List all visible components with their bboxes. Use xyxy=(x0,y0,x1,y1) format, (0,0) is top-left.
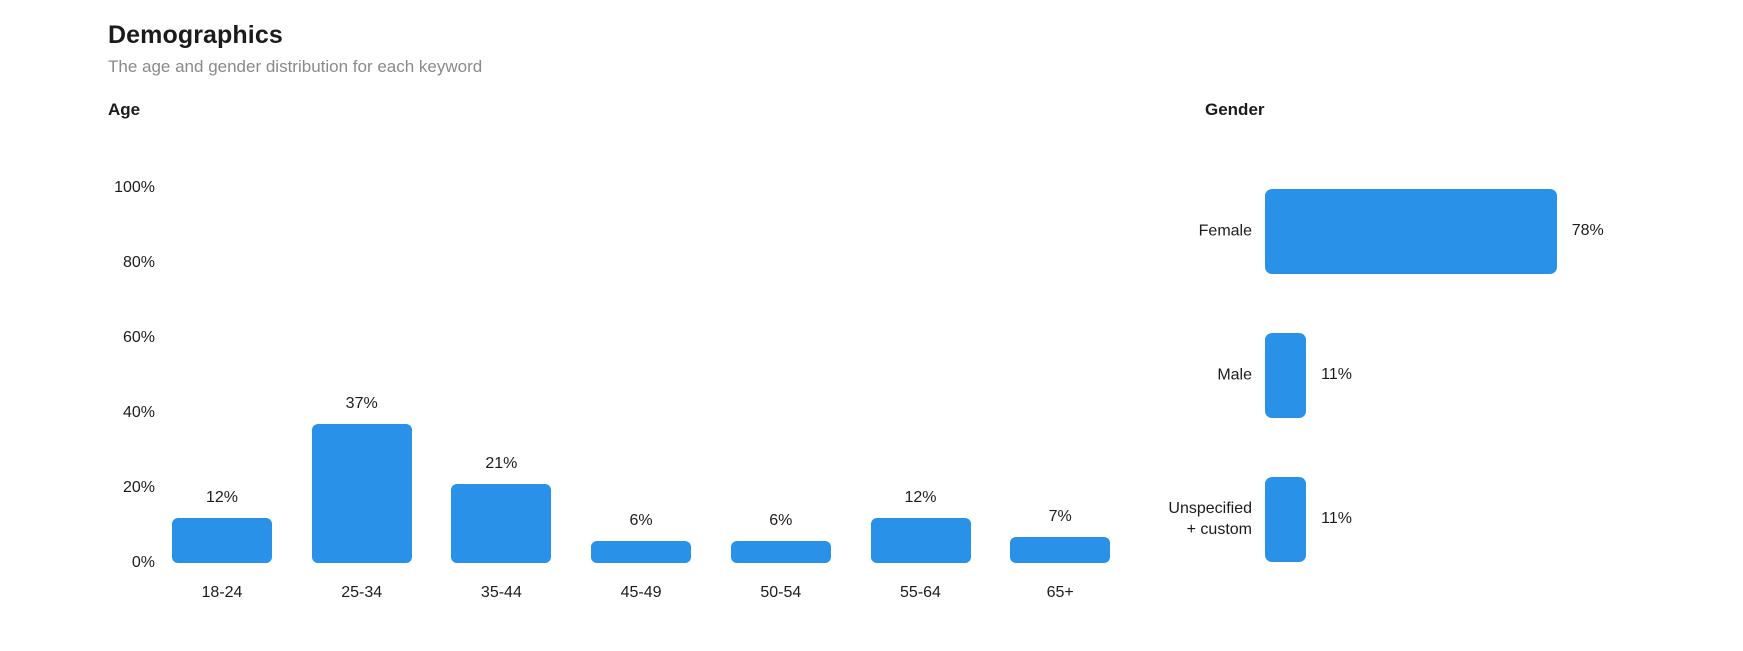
age-y-tick-0: 0% xyxy=(131,554,155,571)
age-x-label-50-54: 50-54 xyxy=(760,584,802,601)
age-bar-value-65: 7% xyxy=(1048,507,1072,525)
age-bar-value-50-54: 6% xyxy=(769,511,793,529)
age-y-tick-100: 100% xyxy=(114,179,155,196)
page-title: Demographics xyxy=(108,21,283,49)
age-bar-value-35-44: 21% xyxy=(485,455,518,473)
gender-row-label-unspecified-custom: Unspecified + custom xyxy=(1168,500,1252,538)
age-chart: 100% 80% 60% 40% 20% 0% 12% 18-24 37% 25-34 21% 35-… xyxy=(108,170,1118,630)
age-bar-35-44 xyxy=(451,484,552,563)
age-bar-65 xyxy=(1010,536,1111,563)
gender-row-label-female: Female xyxy=(1198,222,1252,240)
age-bar-25-34 xyxy=(311,424,412,563)
age-bar-45-49 xyxy=(591,540,692,563)
age-bar-18-24 xyxy=(172,518,272,563)
age-bar-value-25-34: 37% xyxy=(345,395,378,413)
age-chart-title: Age xyxy=(108,100,141,119)
age-bar-value-55-64: 12% xyxy=(904,489,937,506)
age-x-label-35-44: 35-44 xyxy=(480,584,522,601)
age-x-label-18-24: 18-24 xyxy=(201,584,243,601)
age-y-tick-20: 20% xyxy=(122,479,155,496)
gender-bar-value-female: 78% xyxy=(1571,222,1604,239)
gender-bar-value-male: 11% xyxy=(1321,366,1352,383)
age-bar-value-18-24: 12% xyxy=(205,489,239,506)
age-x-label-25-34: 25-34 xyxy=(341,584,383,601)
gender-bar-unspecified-custom xyxy=(1265,476,1307,562)
age-bar-55-64 xyxy=(870,518,971,563)
gender-bar-male xyxy=(1265,332,1307,418)
gender-bar-value-unspecified-custom: 11% xyxy=(1321,510,1352,527)
gender-row-label-male: Male xyxy=(1217,366,1252,384)
age-x-label-55-64: 55-64 xyxy=(900,584,941,601)
age-x-label-65: 65+ xyxy=(1046,584,1074,601)
age-bar-50-54 xyxy=(730,540,831,563)
gender-chart-title: Gender xyxy=(1205,100,1265,119)
gender-bar-female xyxy=(1265,188,1557,274)
age-x-label-45-49: 45-49 xyxy=(620,584,662,601)
age-y-tick-60: 60% xyxy=(122,329,155,346)
age-bar-value-45-49: 6% xyxy=(629,511,653,529)
page-subtitle: The age and gender distribution for each… xyxy=(108,57,483,76)
gender-chart: Female 78% Male 11% Unspecified + custom 11% xyxy=(1155,170,1715,610)
age-y-tick-40: 40% xyxy=(122,404,155,421)
age-y-tick-80: 80% xyxy=(122,254,155,271)
